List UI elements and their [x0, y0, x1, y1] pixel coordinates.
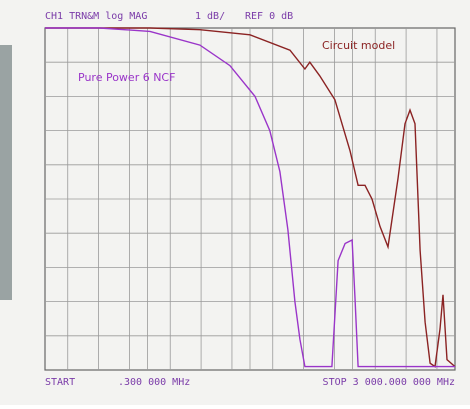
series-label: Circuit model: [322, 39, 395, 52]
ref-label: REF 0 dB: [245, 11, 293, 22]
stop-label: STOP 3 000.000 000 MHz: [323, 377, 455, 388]
start-value: .300 000 MHz: [118, 377, 190, 388]
scale-label: 1 dB/: [195, 11, 225, 22]
chart-title: CH1 TRN&M log MAG: [45, 11, 147, 22]
photo-edge: [0, 45, 12, 300]
series-label: Pure Power 6 NCF: [78, 71, 175, 84]
start-label: START: [45, 377, 75, 388]
background: [0, 0, 470, 405]
chart: CH1 TRN&M log MAG 1 dB/ REF 0 dB START .…: [0, 0, 470, 405]
